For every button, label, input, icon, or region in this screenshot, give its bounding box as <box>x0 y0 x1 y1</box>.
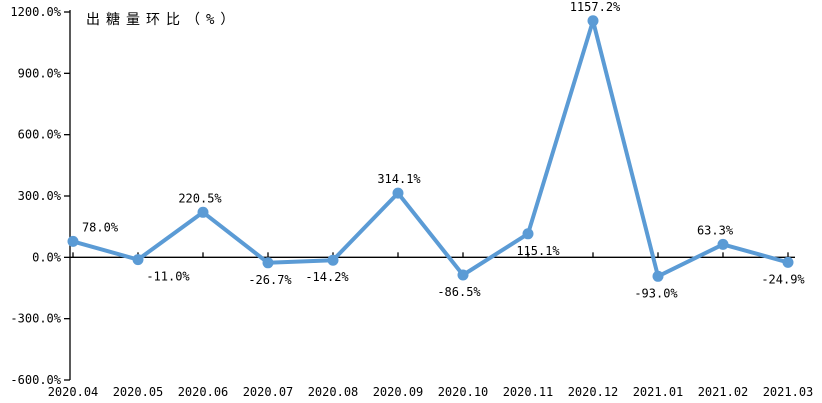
data-point <box>132 254 144 266</box>
data-label: 314.1% <box>377 172 421 186</box>
x-tick-label: 2020.12 <box>568 385 619 399</box>
line-series <box>71 18 790 279</box>
data-label: -24.9% <box>761 272 805 286</box>
data-point <box>67 235 79 247</box>
x-tick-label: 2021.03 <box>763 385 814 399</box>
y-tick-label: 0.0% <box>32 250 62 264</box>
x-tick-label: 2021.01 <box>633 385 684 399</box>
data-label: -11.0% <box>146 270 190 284</box>
data-point <box>717 238 729 250</box>
data-label: -93.0% <box>634 286 678 300</box>
y-tick-label: 1200.0% <box>10 5 61 19</box>
x-tick-label: 2020.11 <box>503 385 554 399</box>
x-tick-label: 2020.08 <box>308 385 359 399</box>
y-tick-label: -600.0% <box>10 373 61 387</box>
data-point <box>392 187 404 199</box>
data-label: -26.7% <box>248 273 292 287</box>
data-label: 1157.2% <box>570 0 621 14</box>
data-label: 78.0% <box>82 220 119 234</box>
data-label: -86.5% <box>437 285 481 299</box>
x-tick-label: 2020.07 <box>243 385 294 399</box>
data-label: 63.3% <box>697 223 734 237</box>
data-point <box>652 270 664 282</box>
x-tick-label: 2021.02 <box>698 385 749 399</box>
y-tick-label: 300.0% <box>18 189 62 203</box>
data-label: 220.5% <box>178 191 222 205</box>
data-point <box>327 254 339 266</box>
data-point <box>782 256 794 268</box>
x-tick-label: 2020.09 <box>373 385 424 399</box>
data-point <box>197 206 209 218</box>
data-point <box>522 228 534 240</box>
x-tick-label: 2020.06 <box>178 385 229 399</box>
data-point <box>457 269 469 281</box>
y-tick-label: 900.0% <box>18 66 62 80</box>
y-tick-label: 600.0% <box>18 128 62 142</box>
x-tick-label: 2020.04 <box>48 385 99 399</box>
data-point <box>587 15 599 27</box>
chart-title: 出糖量环比（%） <box>86 12 241 28</box>
y-tick-label: -300.0% <box>10 312 61 326</box>
data-label: -14.2% <box>305 270 349 284</box>
x-tick-label: 2020.05 <box>113 385 164 399</box>
x-tick-label: 2020.10 <box>438 385 489 399</box>
data-label: 115.1% <box>516 244 560 258</box>
data-point <box>262 257 274 269</box>
